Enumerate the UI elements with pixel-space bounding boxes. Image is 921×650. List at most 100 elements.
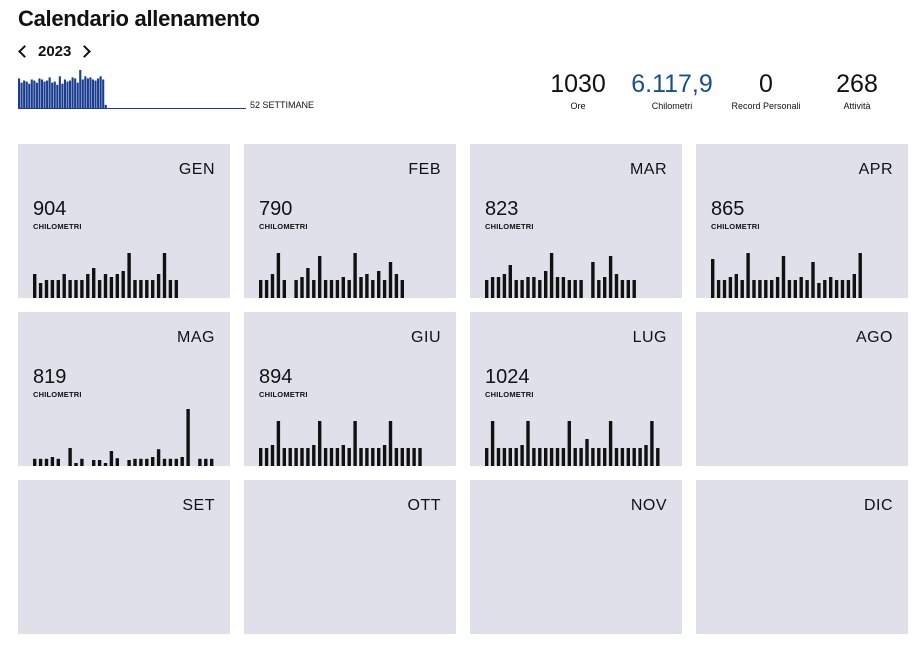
activity-bar (716, 280, 721, 298)
month-card-giu[interactable]: GIU 894 CHILOMETRI (244, 312, 456, 466)
activity-bar (561, 277, 566, 298)
activity-bar (282, 280, 286, 298)
activity-bar (109, 451, 114, 466)
activity-bar (728, 277, 733, 298)
activity-bar (276, 421, 281, 466)
activity-bar (603, 277, 607, 298)
activity-bar (68, 448, 72, 466)
month-km-label: CHILOMETRI (485, 390, 534, 399)
activity-bar (162, 458, 167, 466)
activity-bar (210, 458, 214, 466)
month-card-feb[interactable]: FEB 790 CHILOMETRI (244, 144, 456, 298)
month-card-ott[interactable]: OTT (244, 480, 456, 634)
month-card-gen[interactable]: GEN 904 CHILOMETRI (18, 144, 230, 298)
week-bar (23, 80, 26, 108)
activity-bar (805, 280, 809, 298)
activity-bar (858, 253, 862, 298)
month-activity-chart (259, 421, 422, 466)
activity-bar (532, 448, 536, 466)
activity-bar (817, 283, 821, 298)
activity-bar (496, 277, 501, 298)
activity-bar (740, 280, 744, 298)
month-card-set[interactable]: SET (18, 480, 230, 634)
activity-bar (388, 262, 393, 298)
activity-bar (787, 280, 792, 298)
activity-bar (620, 448, 625, 466)
activity-bar (121, 271, 125, 298)
activity-bar (145, 458, 149, 466)
month-name: MAR (629, 161, 667, 178)
activity-bar (520, 280, 524, 298)
activity-bar (620, 280, 625, 298)
activity-bar (312, 445, 316, 466)
month-activity-chart (259, 253, 404, 298)
activity-bar (382, 445, 387, 466)
week-bar (48, 77, 51, 108)
activity-bar (92, 460, 96, 466)
week-bar (28, 83, 31, 108)
activity-bar (359, 448, 363, 466)
week-bar (51, 82, 54, 108)
activity-bar (168, 280, 173, 298)
month-activity-chart (33, 253, 178, 298)
week-bar (86, 78, 89, 108)
activity-bar (323, 448, 328, 466)
activity-bar (840, 280, 845, 298)
activity-bar (567, 280, 571, 298)
activity-bar (394, 274, 399, 298)
activity-bar (204, 458, 208, 466)
activity-bar (538, 448, 542, 466)
month-km-label: CHILOMETRI (33, 222, 82, 231)
activity-bar (496, 448, 501, 466)
year-label: 2023 (38, 43, 72, 60)
activity-bar (151, 457, 155, 466)
month-km-value: 904 (33, 198, 67, 220)
week-bar (58, 76, 61, 108)
month-card-mar[interactable]: MAR 823 CHILOMETRI (470, 144, 682, 298)
activity-bar (139, 458, 143, 466)
activity-bar (555, 277, 560, 298)
month-km-label: CHILOMETRI (33, 390, 82, 399)
activity-bar (770, 280, 774, 298)
chevron-left-icon[interactable] (18, 45, 31, 58)
activity-bar (365, 448, 369, 466)
activity-bar (109, 277, 114, 298)
activity-bar (174, 280, 178, 298)
activity-bar (115, 458, 119, 466)
week-bar (84, 76, 87, 108)
activity-bar (103, 274, 108, 298)
activity-bar (371, 448, 375, 466)
activity-bar (555, 448, 560, 466)
activity-bar (502, 448, 507, 466)
week-bar (40, 79, 44, 108)
month-card-ago[interactable]: AGO (696, 312, 908, 466)
activity-bar (418, 448, 422, 466)
month-card-lug[interactable]: LUG 1024 CHILOMETRI (470, 312, 682, 466)
month-card-nov[interactable]: NOV (470, 480, 682, 634)
month-activity-chart (711, 253, 862, 298)
activity-bar (127, 253, 131, 298)
activity-bar (591, 448, 595, 466)
activity-bar (406, 448, 410, 466)
activity-bar (186, 409, 190, 466)
chevron-right-icon[interactable] (78, 45, 92, 58)
activity-bar (353, 253, 357, 298)
activity-bar (585, 439, 589, 466)
month-card-apr[interactable]: APR 865 CHILOMETRI (696, 144, 908, 298)
activity-bar (33, 274, 37, 298)
summary-stats: 1030 Ore 6.117,9 Chilometri 0 Record Personal… (540, 70, 910, 120)
activity-bar (752, 280, 756, 298)
activity-bar (544, 448, 548, 466)
activity-bar (532, 277, 536, 298)
week-bar (35, 82, 38, 108)
month-card-mag[interactable]: MAG 819 CHILOMETRI (18, 312, 230, 466)
activity-bar (156, 449, 161, 466)
months-grid: GEN 904 CHILOMETRI FEB 790 CHILOMETRI MAR 823 CH… (18, 144, 908, 634)
activity-bar (68, 280, 72, 298)
month-name: NOV (630, 497, 667, 514)
month-name: APR (858, 161, 893, 178)
stat-2: 0 Record Personali (731, 70, 800, 111)
month-card-dic[interactable]: DIC (696, 480, 908, 634)
stat-label: Ore (570, 101, 586, 111)
stat-value: 1030 (550, 70, 606, 98)
